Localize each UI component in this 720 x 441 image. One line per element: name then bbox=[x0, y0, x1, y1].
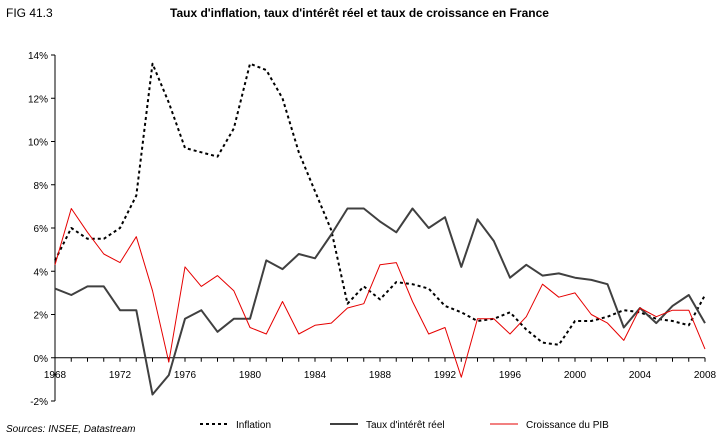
y-tick-label: 10% bbox=[28, 138, 48, 149]
x-tick-label: 1968 bbox=[44, 370, 67, 381]
y-tick-label: 6% bbox=[34, 224, 49, 235]
axes: -2% 0% 2% 4% 6% 8% 10% 12% 14% 1968 1972 1976 1980 19… bbox=[28, 51, 717, 408]
x-tick-label: 1976 bbox=[174, 370, 197, 381]
x-tick-label: 1972 bbox=[109, 370, 132, 381]
series-line-3 bbox=[54, 208, 706, 378]
figure-label: FIG 41.3 bbox=[6, 6, 53, 20]
legend-label-1: Inflation bbox=[236, 420, 271, 431]
legend-label-2: Taux d'intérêt réel bbox=[366, 420, 445, 431]
x-tick-label: 1988 bbox=[369, 370, 392, 381]
series-line-2 bbox=[54, 207, 706, 396]
x-tick-label: 1996 bbox=[499, 370, 522, 381]
series-layer bbox=[54, 62, 706, 396]
x-tick-label: 2008 bbox=[694, 370, 717, 381]
y-tick-label: 0% bbox=[34, 354, 49, 365]
source-note: Sources: INSEE, Datastream bbox=[6, 424, 136, 435]
chart-title: Taux d'inflation, taux d'intérêt réel et… bbox=[170, 6, 549, 20]
y-tick-label: 2% bbox=[34, 311, 49, 322]
x-tick-label: 2000 bbox=[564, 370, 587, 381]
x-tick-label: 1992 bbox=[434, 370, 457, 381]
x-tick-label: 2004 bbox=[629, 370, 652, 381]
y-tick-label: 4% bbox=[34, 267, 49, 278]
y-tick-label: 14% bbox=[28, 51, 48, 62]
series-line-1 bbox=[54, 62, 706, 346]
legend-label-3: Croissance du PIB bbox=[526, 420, 609, 431]
x-tick-label: 1980 bbox=[239, 370, 262, 381]
y-tick-label: -2% bbox=[30, 397, 48, 408]
y-tick-label: 12% bbox=[28, 94, 48, 105]
x-tick-label: 1984 bbox=[304, 370, 327, 381]
y-tick-label: 8% bbox=[34, 181, 49, 192]
legend: Inflation Taux d'intérêt réel Croissance d… bbox=[200, 420, 609, 431]
